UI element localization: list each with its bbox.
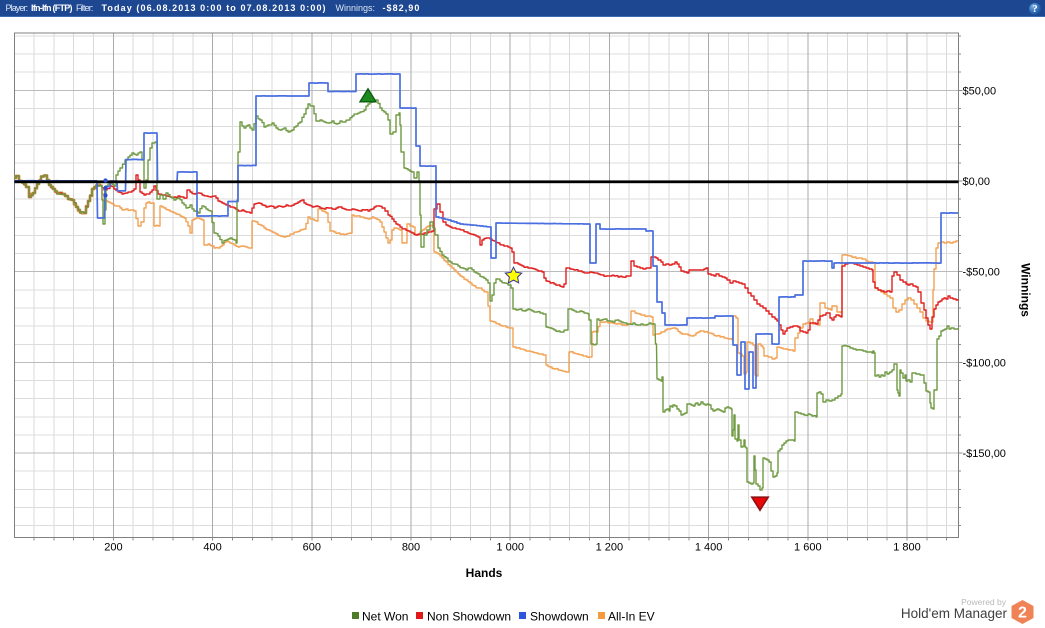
svg-text:1 400: 1 400 bbox=[695, 542, 723, 554]
svg-text:400: 400 bbox=[203, 542, 221, 554]
svg-text:Hold'em Manager: Hold'em Manager bbox=[901, 606, 1008, 621]
svg-text:$0,00: $0,00 bbox=[963, 176, 991, 188]
svg-text:600: 600 bbox=[303, 542, 321, 554]
svg-text:1 200: 1 200 bbox=[596, 542, 624, 554]
svg-text:1 600: 1 600 bbox=[794, 542, 822, 554]
svg-text:Showdown: Showdown bbox=[530, 610, 589, 624]
svg-text:Hands: Hands bbox=[466, 566, 503, 580]
svg-text:Winnings: Winnings bbox=[1019, 263, 1033, 317]
svg-text:2: 2 bbox=[1018, 605, 1027, 622]
svg-text:Net Won: Net Won bbox=[362, 610, 408, 624]
svg-text:$50,00: $50,00 bbox=[963, 85, 997, 97]
svg-text:-$50,00: -$50,00 bbox=[963, 267, 1000, 279]
svg-text:-$100,00: -$100,00 bbox=[963, 357, 1006, 369]
svg-text:1 000: 1 000 bbox=[496, 542, 524, 554]
svg-text:200: 200 bbox=[104, 542, 122, 554]
svg-text:800: 800 bbox=[402, 542, 420, 554]
svg-text:1 800: 1 800 bbox=[893, 542, 921, 554]
svg-text:-$150,00: -$150,00 bbox=[963, 448, 1006, 460]
svg-text:Powered by: Powered by bbox=[961, 597, 1007, 607]
svg-text:Non Showdown: Non Showdown bbox=[427, 610, 511, 624]
svg-text:All-In EV: All-In EV bbox=[608, 610, 655, 624]
